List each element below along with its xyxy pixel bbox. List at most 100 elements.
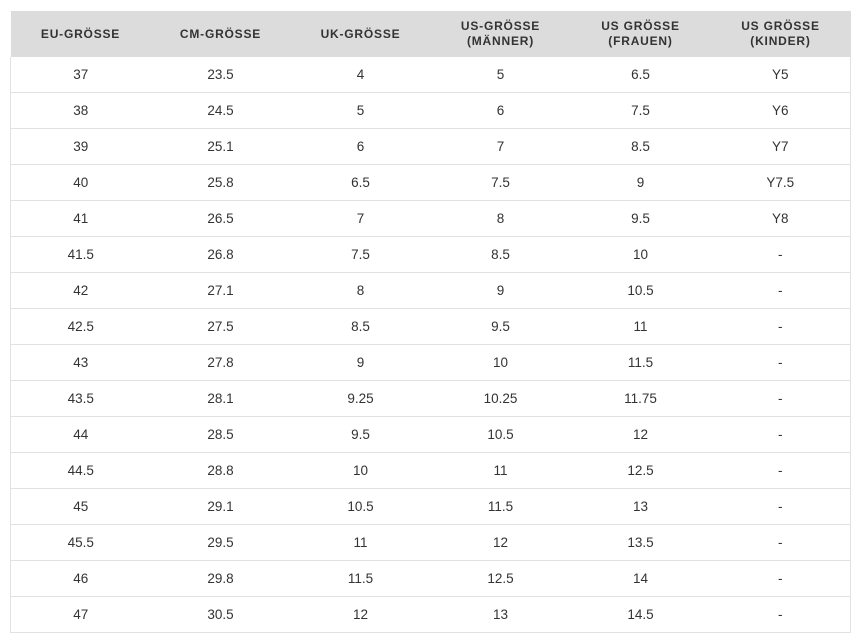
table-cell: 6 (430, 92, 571, 129)
table-cell: 9.5 (430, 308, 571, 345)
table-cell: 8.5 (290, 308, 431, 345)
table-cell: 7 (290, 200, 431, 237)
table-cell: 26.8 (150, 236, 291, 273)
table-row: 38 24.5 5 6 7.5 Y6 (10, 92, 851, 129)
table-cell: 9 (570, 164, 711, 201)
table-cell: 26.5 (150, 200, 291, 237)
table-cell: 14.5 (570, 596, 711, 633)
table-cell: 45 (10, 488, 151, 525)
table-body: 37 23.5 4 5 6.5 Y5 38 24.5 5 6 7.5 Y6 39 25.1 6 7 8.5 Y7 4… (10, 57, 851, 633)
table-cell: 11.5 (430, 488, 571, 525)
table-cell: 11 (290, 524, 431, 561)
table-cell: Y8 (710, 200, 851, 237)
table-cell: 7.5 (570, 92, 711, 129)
table-header: EU-GRÖSSE CM-GRÖSSE UK-GRÖSSE US-GRÖSSE (MÄ… (10, 11, 851, 57)
table-cell: 13 (430, 596, 571, 633)
table-cell: 14 (570, 560, 711, 597)
table-cell: 7 (430, 128, 571, 165)
table-cell: 4 (290, 57, 431, 93)
table-cell: 42.5 (10, 308, 151, 345)
table-row: 42.5 27.5 8.5 9.5 11- (10, 308, 851, 345)
table-cell: - (710, 344, 851, 381)
table-cell: 9 (430, 272, 571, 309)
header-cell: CM-GRÖSSE (150, 11, 291, 57)
table-cell: 9.5 (290, 416, 431, 453)
table-cell: 46 (10, 560, 151, 597)
table-cell: 41 (10, 200, 151, 237)
table-cell: 10 (290, 452, 431, 489)
table-cell: - (710, 452, 851, 489)
table-cell: 7.5 (430, 164, 571, 201)
table-cell: 8.5 (570, 128, 711, 165)
table-cell: 25.8 (150, 164, 291, 201)
table-cell: 43 (10, 344, 151, 381)
table-row: 45.5 29.5 11 12 13.5- (10, 524, 851, 561)
table-cell: 13 (570, 488, 711, 525)
table-cell: 9.5 (570, 200, 711, 237)
table-cell: - (710, 416, 851, 453)
table-cell: 6.5 (570, 57, 711, 93)
table-cell: 28.5 (150, 416, 291, 453)
table-cell: 11 (570, 308, 711, 345)
table-cell: 28.1 (150, 380, 291, 417)
table-cell: 12 (430, 524, 571, 561)
table-cell: - (710, 596, 851, 633)
table-cell: 47 (10, 596, 151, 633)
table-cell: 11.5 (570, 344, 711, 381)
header-cell: US GRÖSSE (FRAUEN) (570, 11, 711, 57)
table-cell: - (710, 524, 851, 561)
table-cell: 8.5 (430, 236, 571, 273)
table-cell: 45.5 (10, 524, 151, 561)
table-cell: Y5 (710, 57, 851, 93)
table-cell: 39 (10, 128, 151, 165)
table-cell: 43.5 (10, 380, 151, 417)
table-cell: - (710, 560, 851, 597)
table-cell: 9 (290, 344, 431, 381)
table-cell: 12.5 (430, 560, 571, 597)
table-cell: 9.25 (290, 380, 431, 417)
table-cell: 37 (10, 57, 151, 93)
table-cell: Y7.5 (710, 164, 851, 201)
table-cell: 5 (290, 92, 431, 129)
table-cell: 11.5 (290, 560, 431, 597)
header-cell: US-GRÖSSE (MÄNNER) (430, 11, 571, 57)
table-cell: - (710, 308, 851, 345)
table-cell: 44 (10, 416, 151, 453)
table-cell: 10.5 (290, 488, 431, 525)
table-cell: - (710, 236, 851, 273)
table-cell: 29.1 (150, 488, 291, 525)
table-cell: 40 (10, 164, 151, 201)
table-cell: 12 (290, 596, 431, 633)
table-cell: 10 (570, 236, 711, 273)
table-cell: 11.75 (570, 380, 711, 417)
header-cell: US GRÖSSE (KINDER) (710, 11, 851, 57)
table-cell: 6 (290, 128, 431, 165)
table-cell: 44.5 (10, 452, 151, 489)
table-cell: - (710, 380, 851, 417)
table-row: 40 25.8 6.5 7.5 9 Y7.5 (10, 164, 851, 201)
table-cell: Y6 (710, 92, 851, 129)
header-row: EU-GRÖSSE CM-GRÖSSE UK-GRÖSSE US-GRÖSSE (MÄ… (10, 11, 851, 57)
table-row: 44.5 28.8 10 11 12.5- (10, 452, 851, 489)
table-cell: - (710, 272, 851, 309)
table-row: 42 27.1 8 9 10.5- (10, 272, 851, 309)
table-row: 39 25.1 6 7 8.5 Y7 (10, 128, 851, 165)
table-cell: 42 (10, 272, 151, 309)
table-cell: 38 (10, 92, 151, 129)
table-cell: 8 (430, 200, 571, 237)
table-cell: Y7 (710, 128, 851, 165)
table-row: 45 29.1 10.5 11.5 13- (10, 488, 851, 525)
table-cell: 10.25 (430, 380, 571, 417)
table-cell: 24.5 (150, 92, 291, 129)
size-table: EU-GRÖSSE CM-GRÖSSE UK-GRÖSSE US-GRÖSSE (MÄ… (10, 11, 851, 633)
table-cell: 12 (570, 416, 711, 453)
table-row: 43 27.8 9 10 11.5- (10, 344, 851, 381)
table-row: 41.5 26.8 7.5 8.5 10- (10, 236, 851, 273)
table-row: 47 30.5 12 13 14.5- (10, 596, 851, 633)
table-cell: 28.8 (150, 452, 291, 489)
table-row: 37 23.5 4 5 6.5 Y5 (10, 57, 851, 93)
table-cell: 29.8 (150, 560, 291, 597)
table-cell: 10.5 (570, 272, 711, 309)
table-cell: 23.5 (150, 57, 291, 93)
